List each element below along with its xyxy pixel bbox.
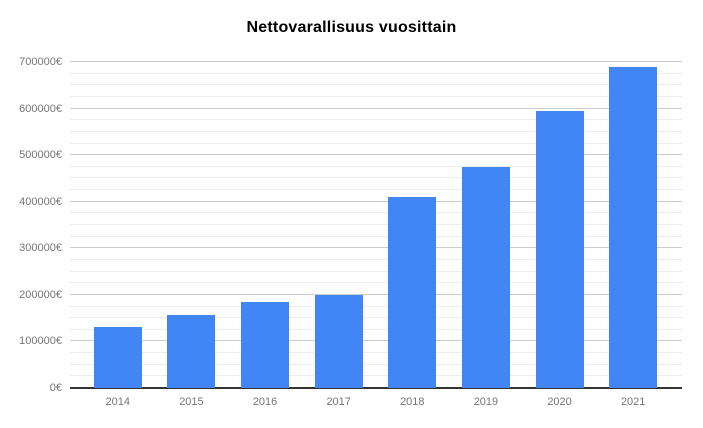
grid-line-minor	[70, 189, 682, 191]
grid-line-major	[70, 340, 682, 342]
grid-line-major	[70, 107, 682, 109]
grid-line-minor	[70, 72, 682, 74]
grid-line-minor	[70, 165, 682, 167]
grid-line-minor	[70, 235, 682, 237]
grid-line-major	[70, 154, 682, 156]
y-axis-tick-label: 300000€	[19, 242, 62, 255]
y-axis-tick-label: 400000€	[19, 195, 62, 208]
bars-row	[81, 62, 670, 388]
grid-line-minor	[70, 95, 682, 97]
plot-area	[70, 61, 682, 389]
grid-line-minor	[70, 84, 682, 86]
x-axis-tick-label: 2018	[400, 396, 425, 408]
grid-line-major	[70, 247, 682, 249]
x-axis-tick-label: 2015	[179, 396, 204, 408]
bar-2018[interactable]	[388, 196, 437, 388]
x-axis-tick-label: 2020	[547, 396, 572, 408]
grid-line-minor	[70, 142, 682, 144]
grid-line-minor	[70, 317, 682, 319]
y-axis-tick-label: 0€	[49, 382, 62, 394]
x-axis-tick-label: 2021	[620, 396, 646, 408]
y-axis-tick-label: 200000€	[19, 288, 62, 301]
grid-line-major	[70, 61, 682, 62]
x-axis-tick-label: 2019	[473, 396, 499, 408]
y-axis-tick-label: 100000€	[19, 335, 62, 348]
grid-line-minor	[70, 282, 682, 284]
grid-line-minor	[70, 224, 682, 225]
grid-line-minor	[70, 328, 682, 330]
bar-2017[interactable]	[314, 294, 363, 388]
grid-line-minor	[70, 363, 682, 365]
bar-slot	[449, 62, 523, 388]
y-axis-labels: 0€ 100000€ 200000€ 300000€ 400000€ 500000€ 600…	[0, 56, 62, 394]
grid-line-minor	[70, 270, 682, 272]
grid-line-minor	[70, 258, 682, 260]
grid-line-minor	[70, 177, 682, 179]
bar-2015[interactable]	[167, 315, 216, 388]
bar-2019[interactable]	[461, 166, 510, 388]
bar-2016[interactable]	[241, 301, 290, 388]
grid-line-minor	[70, 130, 682, 132]
bar-slot	[81, 62, 155, 388]
grid-line-minor	[70, 212, 682, 214]
x-axis-tick-label: 2014	[105, 396, 131, 408]
bar-2014[interactable]	[93, 327, 142, 388]
grid-line-minor	[70, 352, 682, 354]
bar-slot	[228, 62, 302, 388]
y-axis-tick-label: 600000€	[19, 102, 62, 115]
bar-slot	[523, 62, 597, 388]
bar-2020[interactable]	[535, 110, 584, 388]
x-axis-labels: 2014 2015 2016 2017 2018 2019 2020 2021	[81, 396, 670, 408]
x-axis-tick-label: 2016	[252, 396, 278, 408]
grid-line-minor	[70, 305, 682, 307]
grid-line-minor	[70, 119, 682, 121]
chart-title: Nettovarallisuus vuosittain	[246, 19, 457, 36]
x-axis-tick-label: 2017	[326, 396, 351, 408]
bar-slot	[596, 62, 670, 388]
x-axis-baseline	[70, 387, 682, 389]
bar-slot	[302, 62, 376, 388]
bar-slot	[376, 62, 450, 388]
grid-line-major	[70, 293, 682, 295]
bar-slot	[155, 62, 229, 388]
y-axis-tick-label: 700000€	[19, 56, 62, 68]
y-axis-tick-label: 500000€	[19, 149, 62, 162]
bar-2021[interactable]	[609, 66, 658, 388]
grid-line-minor	[70, 375, 682, 377]
grid-line-major	[70, 200, 682, 202]
